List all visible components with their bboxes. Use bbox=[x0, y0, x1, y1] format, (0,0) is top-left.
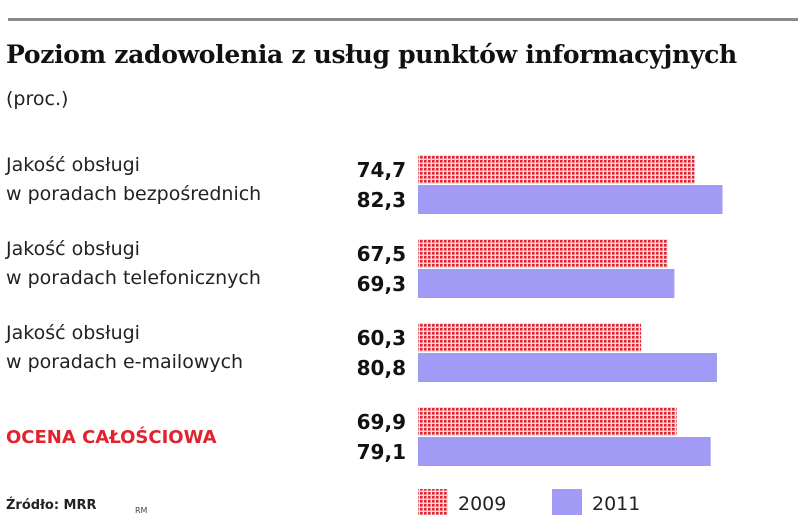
legend-swatch-2009 bbox=[418, 489, 448, 515]
chart-subtitle: (proc.) bbox=[6, 88, 69, 110]
value-label-2009: 69,9 bbox=[357, 410, 406, 434]
category-label: w poradach telefonicznych bbox=[6, 267, 261, 289]
top-rule bbox=[8, 18, 798, 21]
bar-2011 bbox=[418, 437, 711, 466]
value-label-2011: 79,1 bbox=[357, 440, 406, 464]
bar-2009 bbox=[418, 407, 677, 436]
category-label: Jakość obsługi bbox=[5, 154, 140, 176]
category-label: w poradach e-mailowych bbox=[6, 351, 243, 373]
category-label: Jakość obsługi bbox=[5, 238, 140, 260]
bar-2009 bbox=[418, 155, 695, 184]
bar-2009 bbox=[418, 323, 642, 352]
category-label: Jakość obsługi bbox=[5, 322, 140, 344]
category-label: w poradach bezpośrednich bbox=[6, 183, 261, 205]
value-label-2011: 69,3 bbox=[357, 272, 406, 296]
value-label-2009: 67,5 bbox=[357, 242, 406, 266]
bar-2011 bbox=[418, 353, 717, 382]
bar-2011 bbox=[418, 269, 675, 298]
author-initials: RM bbox=[135, 506, 148, 515]
bar-2011 bbox=[418, 185, 723, 214]
legend-swatch-2011 bbox=[552, 489, 582, 515]
value-label-2009: 60,3 bbox=[357, 326, 406, 350]
value-label-2011: 80,8 bbox=[357, 356, 406, 380]
legend-label-2009: 2009 bbox=[458, 493, 506, 515]
value-label-2009: 74,7 bbox=[357, 158, 406, 182]
chart-title: Poziom zadowolenia z usług punktów infor… bbox=[6, 40, 737, 69]
value-label-2011: 82,3 bbox=[357, 188, 406, 212]
bar-2009 bbox=[418, 239, 668, 268]
category-label: OCENA CAŁOŚCIOWA bbox=[6, 426, 217, 448]
legend-label-2011: 2011 bbox=[592, 493, 640, 515]
source-note: Źródło: MRR bbox=[6, 498, 97, 513]
